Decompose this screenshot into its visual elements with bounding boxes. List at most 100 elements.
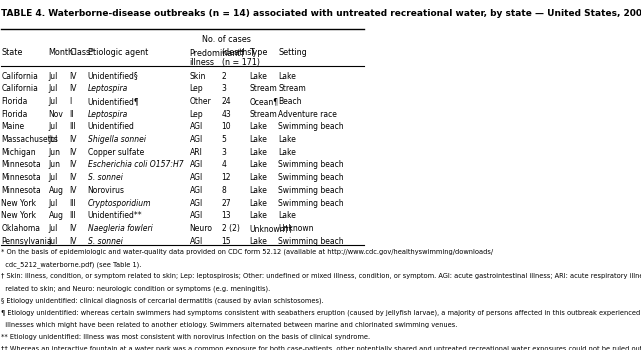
Text: Jul: Jul — [49, 84, 58, 93]
Text: Lake: Lake — [278, 148, 296, 157]
Text: Ocean¶: Ocean¶ — [249, 97, 279, 106]
Text: No. of cases: No. of cases — [203, 35, 251, 44]
Text: Florida: Florida — [1, 110, 28, 119]
Text: Setting: Setting — [278, 48, 307, 57]
Text: 10: 10 — [222, 122, 231, 131]
Text: 3: 3 — [222, 148, 226, 157]
Text: Etiologic agent: Etiologic agent — [88, 48, 148, 57]
Text: Pennsylvania: Pennsylvania — [1, 237, 52, 246]
Text: 24: 24 — [222, 97, 231, 106]
Text: 2: 2 — [222, 71, 226, 80]
Text: Lake: Lake — [249, 198, 267, 208]
Text: Unidentified¶: Unidentified¶ — [88, 97, 139, 106]
Text: †† Whereas an interactive fountain at a water park was a common exposure for bot: †† Whereas an interactive fountain at a … — [1, 346, 641, 350]
Text: Type: Type — [249, 48, 268, 57]
Text: Lake: Lake — [249, 71, 267, 80]
Text: Jul: Jul — [49, 135, 58, 144]
Text: 27: 27 — [222, 198, 231, 208]
Text: Lake: Lake — [249, 122, 267, 131]
Text: Swimming beach: Swimming beach — [278, 160, 344, 169]
Text: Swimming beach: Swimming beach — [278, 173, 344, 182]
Text: Maine: Maine — [1, 122, 24, 131]
Text: Lake: Lake — [249, 211, 267, 220]
Text: 5: 5 — [222, 135, 226, 144]
Text: Swimming beach: Swimming beach — [278, 122, 344, 131]
Text: Stream: Stream — [249, 110, 277, 119]
Text: AGI: AGI — [190, 160, 203, 169]
Text: S. sonnei: S. sonnei — [88, 173, 122, 182]
Text: I: I — [69, 97, 72, 106]
Text: Leptospira: Leptospira — [88, 110, 128, 119]
Text: (deaths)
(n = 171): (deaths) (n = 171) — [222, 48, 260, 68]
Text: cdc_5212_waterborne.pdf) (see Table 1).: cdc_5212_waterborne.pdf) (see Table 1). — [1, 261, 142, 268]
Text: Nov: Nov — [49, 110, 63, 119]
Text: Aug: Aug — [49, 186, 63, 195]
Text: AGI: AGI — [190, 198, 203, 208]
Text: Massachusetts: Massachusetts — [1, 135, 58, 144]
Text: Jul: Jul — [49, 173, 58, 182]
Text: III: III — [69, 122, 76, 131]
Text: IV: IV — [69, 160, 77, 169]
Text: Escherichia coli O157:H7: Escherichia coli O157:H7 — [88, 160, 183, 169]
Text: IV: IV — [69, 173, 77, 182]
Text: Unknown††: Unknown†† — [249, 224, 293, 233]
Text: Shigella sonnei: Shigella sonnei — [88, 135, 146, 144]
Text: IV: IV — [69, 148, 77, 157]
Text: Lake: Lake — [249, 173, 267, 182]
Text: California: California — [1, 71, 38, 80]
Text: AGI: AGI — [190, 211, 203, 220]
Text: illnesses which might have been related to another etiology. Swimmers alternated: illnesses which might have been related … — [1, 322, 458, 328]
Text: AGI: AGI — [190, 186, 203, 195]
Text: 13: 13 — [222, 211, 231, 220]
Text: † Skin: illness, condition, or symptom related to skin; Lep: leptospirosis; Othe: † Skin: illness, condition, or symptom r… — [1, 273, 641, 279]
Text: Lake: Lake — [249, 160, 267, 169]
Text: Other: Other — [190, 97, 212, 106]
Text: Stream: Stream — [249, 84, 277, 93]
Text: Florida: Florida — [1, 97, 28, 106]
Text: Jul: Jul — [49, 122, 58, 131]
Text: Naegleria fowleri: Naegleria fowleri — [88, 224, 153, 233]
Text: Cryptosporidium: Cryptosporidium — [88, 198, 151, 208]
Text: 2 (2): 2 (2) — [222, 224, 240, 233]
Text: Lake: Lake — [249, 237, 267, 246]
Text: 43: 43 — [222, 110, 231, 119]
Text: Leptospira: Leptospira — [88, 84, 128, 93]
Text: III: III — [69, 198, 76, 208]
Text: Stream: Stream — [278, 84, 306, 93]
Text: Swimming beach: Swimming beach — [278, 198, 344, 208]
Text: Class*: Class* — [69, 48, 95, 57]
Text: 12: 12 — [222, 173, 231, 182]
Text: Unidentified§: Unidentified§ — [88, 71, 138, 80]
Text: related to skin; and Neuro: neurologic condition or symptoms (e.g. meningitis).: related to skin; and Neuro: neurologic c… — [1, 285, 271, 292]
Text: Lake: Lake — [249, 186, 267, 195]
Text: Lake: Lake — [278, 71, 296, 80]
Text: Lake: Lake — [249, 135, 267, 144]
Text: AGI: AGI — [190, 237, 203, 246]
Text: California: California — [1, 84, 38, 93]
Text: Lake: Lake — [278, 135, 296, 144]
Text: State: State — [1, 48, 23, 57]
Text: ARI: ARI — [190, 148, 203, 157]
Text: Unknown: Unknown — [278, 224, 314, 233]
Text: S. sonnei: S. sonnei — [88, 237, 122, 246]
Text: AGI: AGI — [190, 173, 203, 182]
Text: TABLE 4. Waterborne-disease outbreaks (n = 14) associated with untreated recreat: TABLE 4. Waterborne-disease outbreaks (n… — [1, 9, 641, 19]
Text: Predominant†
illness: Predominant† illness — [190, 48, 245, 68]
Text: Lake: Lake — [249, 148, 267, 157]
Text: IV: IV — [69, 135, 77, 144]
Text: IV: IV — [69, 224, 77, 233]
Text: Jun: Jun — [49, 160, 60, 169]
Text: Michigan: Michigan — [1, 148, 36, 157]
Text: IV: IV — [69, 186, 77, 195]
Text: IV: IV — [69, 237, 77, 246]
Text: Swimming beach: Swimming beach — [278, 237, 344, 246]
Text: II: II — [69, 110, 74, 119]
Text: New York: New York — [1, 211, 37, 220]
Text: Norovirus: Norovirus — [88, 186, 124, 195]
Text: * On the basis of epidemiologic and water-quality data provided on CDC form 52.1: * On the basis of epidemiologic and wate… — [1, 248, 494, 255]
Text: Jul: Jul — [49, 198, 58, 208]
Text: Jul: Jul — [49, 97, 58, 106]
Text: Minnesota: Minnesota — [1, 186, 41, 195]
Text: Lake: Lake — [278, 211, 296, 220]
Text: Jul: Jul — [49, 237, 58, 246]
